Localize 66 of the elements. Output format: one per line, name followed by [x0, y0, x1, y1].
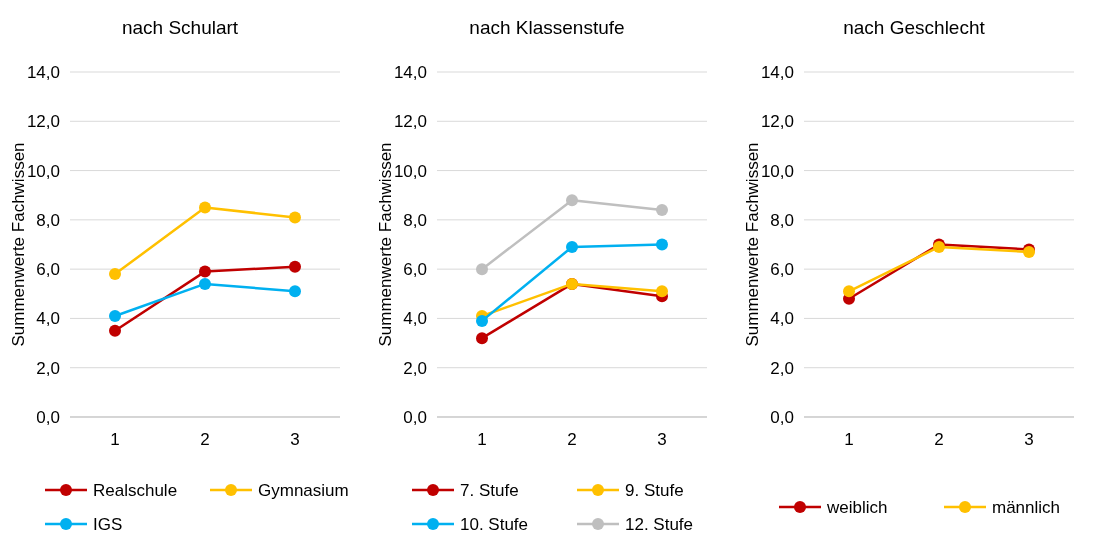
y-tick-label: 12,0: [760, 112, 794, 132]
point: [289, 285, 301, 298]
point: [656, 204, 668, 216]
chart-title: nach Schulart: [121, 17, 239, 38]
legend-label: weiblich: [826, 497, 888, 517]
y-tick-label: 0,0: [403, 407, 427, 427]
x-tick-label: 2: [567, 430, 577, 449]
point: [656, 238, 668, 251]
point: [656, 285, 668, 298]
point: [109, 324, 121, 337]
y-tick-label: 8,0: [403, 210, 427, 230]
y-tick-label: 2,0: [403, 358, 427, 378]
y-tick-label: 8,0: [36, 210, 60, 230]
legend-label: 7. Stufe: [460, 480, 519, 500]
point: [566, 240, 578, 253]
x-tick-label: 3: [657, 430, 667, 449]
point: [476, 332, 488, 345]
y-tick-label: 4,0: [403, 309, 427, 329]
legend-label: IGS: [93, 514, 123, 534]
legend-label: 10. Stufe: [460, 514, 529, 534]
y-tick-label: 2,0: [36, 358, 60, 378]
x-tick-label: 1: [477, 430, 487, 449]
y-tick-label: 8,0: [770, 210, 794, 230]
x-tick-label: 1: [110, 430, 120, 449]
point: [476, 263, 488, 276]
point: [199, 277, 211, 290]
point: [289, 211, 301, 224]
y-tick-label: 10,0: [760, 161, 794, 181]
point: [476, 314, 488, 327]
legend-label: Gymnasium: [258, 480, 349, 500]
y-tick-label: 14,0: [760, 62, 794, 82]
y-tick-label: 2,0: [770, 358, 794, 378]
point: [109, 268, 121, 281]
y-tick-label: 6,0: [770, 260, 794, 280]
y-tick-label: 12,0: [393, 112, 427, 132]
y-tick-label: 14,0: [26, 62, 60, 82]
point: [289, 260, 301, 273]
y-axis-title: Summenwerte Fachwissen: [376, 142, 395, 347]
x-tick-label: 3: [290, 430, 300, 449]
chart-title: nach Klassenstufe: [469, 17, 625, 38]
y-tick-label: 6,0: [36, 260, 60, 280]
y-tick-label: 12,0: [26, 112, 60, 132]
y-tick-label: 6,0: [403, 260, 427, 280]
legend-label: männlich: [992, 497, 1061, 517]
y-tick-label: 0,0: [770, 407, 794, 427]
y-axis-title: Summenwerte Fachwissen: [743, 142, 762, 347]
y-tick-label: 4,0: [770, 309, 794, 329]
y-axis-title: Summenwerte Fachwissen: [9, 142, 28, 347]
x-tick-label: 3: [1024, 430, 1034, 449]
point: [199, 201, 211, 214]
chart-title: nach Geschlecht: [843, 17, 986, 38]
point: [843, 285, 855, 298]
y-tick-label: 4,0: [36, 309, 60, 329]
y-tick-label: 14,0: [393, 62, 427, 82]
x-tick-label: 1: [844, 430, 854, 449]
x-tick-label: 2: [200, 430, 210, 449]
y-tick-label: 10,0: [393, 161, 427, 181]
legend-label: 12. Stufe: [625, 514, 694, 534]
point: [109, 309, 121, 322]
legend-label: Realschule: [93, 480, 178, 500]
x-tick-label: 2: [934, 430, 944, 449]
legend-label: 9. Stufe: [625, 480, 684, 500]
y-tick-label: 10,0: [26, 161, 60, 181]
point: [566, 194, 578, 207]
y-tick-label: 0,0: [36, 407, 60, 427]
point: [199, 265, 211, 278]
